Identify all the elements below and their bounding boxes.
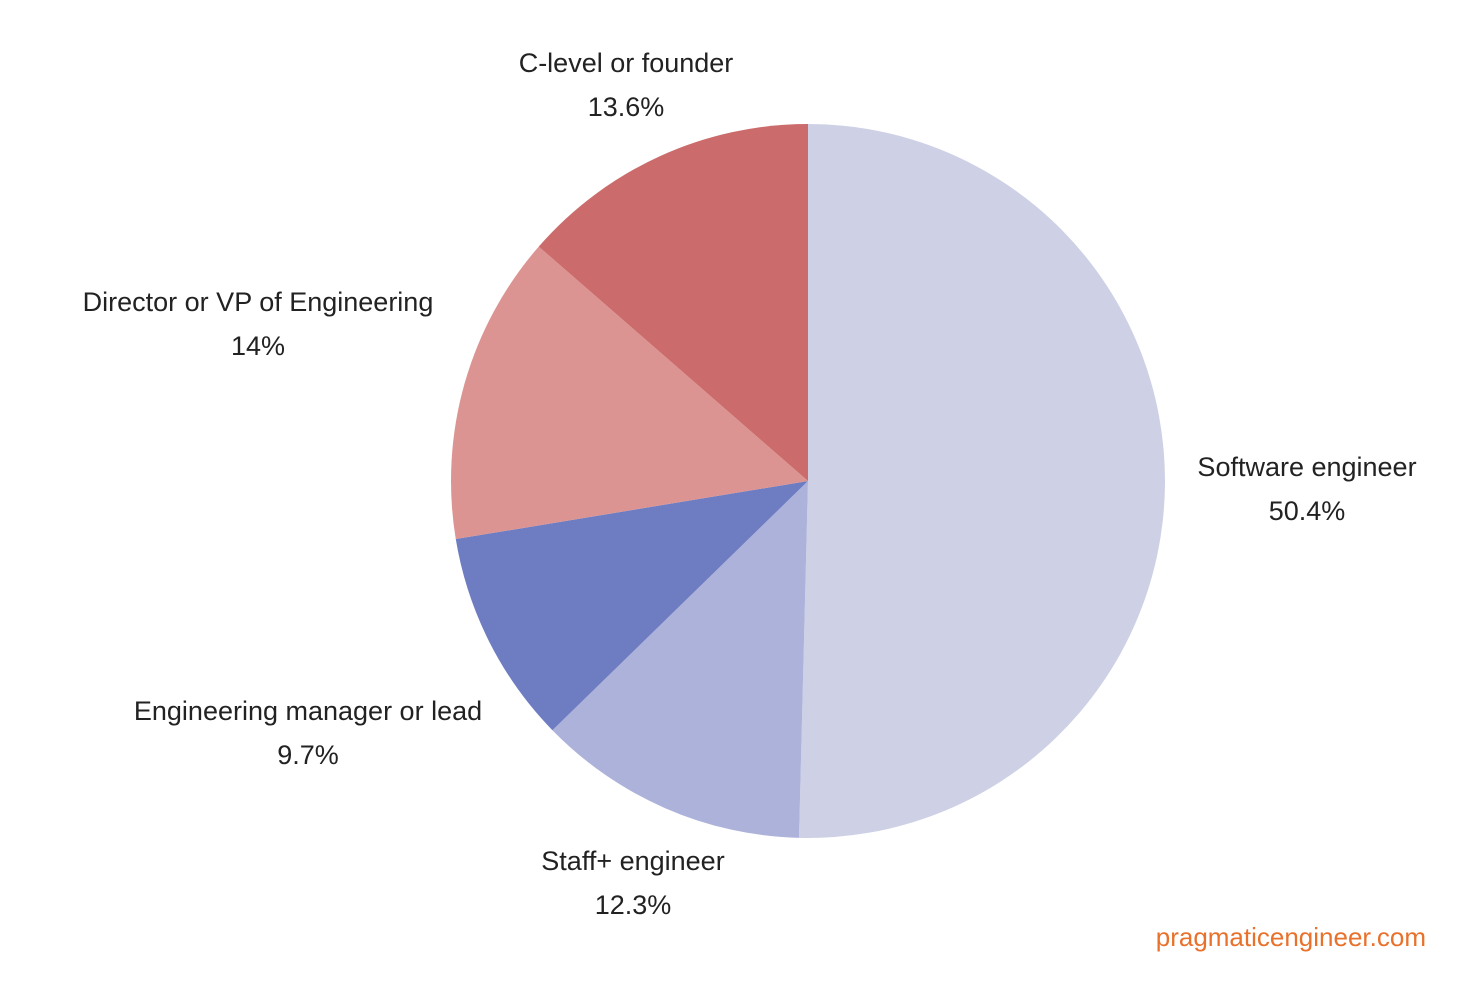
label-percent: 50.4% [1268, 496, 1346, 526]
pie-slice-staff-engineer [552, 481, 808, 838]
watermark-link[interactable]: pragmaticengineer.com [1155, 922, 1426, 952]
label-percent: 12.3% [594, 890, 672, 920]
pie-slice-engineering-manager-or-lead [455, 481, 808, 731]
label-director-vp: Director or VP of Engineering 14% [83, 280, 434, 368]
label-staff-engineer: Staff+ engineer 12.3% [541, 839, 724, 927]
label-software-engineer: Software engineer 50.4% [1197, 445, 1416, 533]
label-percent: 13.6% [587, 92, 665, 122]
label-name: Engineering manager or lead [133, 696, 483, 726]
label-engineering-manager: Engineering manager or lead 9.7% [134, 689, 482, 777]
label-name: Staff+ engineer [541, 846, 725, 876]
pie-slice-software-engineer [799, 124, 1165, 838]
label-percent: 9.7% [277, 740, 339, 770]
label-name: Software engineer [1197, 452, 1417, 482]
label-percent: 14% [230, 331, 286, 361]
label-name: Director or VP of Engineering [82, 287, 434, 317]
pie-slice-director-or-vp-of-engineering [451, 246, 808, 540]
pie-slice-c-level-or-founder [538, 124, 808, 481]
label-c-level: C-level or founder 13.6% [519, 41, 734, 129]
label-name: C-level or founder [518, 48, 734, 78]
